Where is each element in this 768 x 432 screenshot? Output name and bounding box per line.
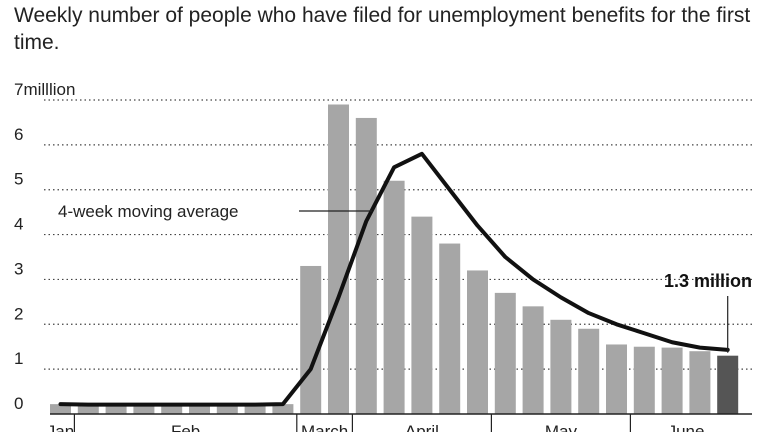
- moving-average-series: [58, 151, 730, 407]
- y-tick-label: 0: [14, 394, 23, 413]
- bar: [467, 270, 488, 414]
- last-value-label: 1.3 million: [664, 271, 752, 291]
- bar: [105, 404, 127, 414]
- bar: [717, 355, 739, 414]
- y-tick-label: 1: [14, 349, 23, 368]
- month-label: April: [405, 422, 439, 432]
- bar: [272, 404, 294, 414]
- annotations: 4-week moving average 1.3 million: [58, 202, 752, 353]
- bar: [300, 265, 322, 414]
- bar: [328, 104, 349, 414]
- bar: [578, 328, 600, 414]
- moving-average-label: 4-week moving average: [58, 202, 238, 221]
- moving-average-line: [58, 151, 730, 407]
- bar: [161, 405, 183, 414]
- bars: [50, 104, 739, 414]
- bar: [689, 351, 711, 414]
- y-tick-label: 3: [14, 259, 23, 278]
- y-tick-label: 7milllion: [14, 80, 75, 99]
- x-axis: Jan Feb March April May June: [47, 413, 752, 432]
- bar: [244, 404, 266, 414]
- y-tick-label: 6: [14, 125, 23, 144]
- bar: [189, 404, 210, 414]
- bar: [550, 319, 572, 414]
- bar: [661, 347, 683, 414]
- month-label: March: [301, 422, 348, 432]
- month-label: June: [668, 422, 705, 432]
- bar: [383, 180, 405, 414]
- bar: [77, 405, 99, 414]
- bar: [494, 292, 516, 414]
- bar: [50, 404, 71, 414]
- month-label: Feb: [171, 422, 200, 432]
- bar: [606, 344, 627, 414]
- bar: [355, 117, 377, 414]
- bar: [411, 216, 433, 414]
- bar: [133, 405, 155, 414]
- bar: [633, 346, 655, 414]
- bar: [216, 404, 238, 414]
- y-tick-label: 5: [14, 170, 23, 189]
- bar: [522, 306, 544, 414]
- month-label: Jan: [47, 422, 74, 432]
- bar: [439, 243, 461, 414]
- chart-title: Weekly number of people who have filed f…: [14, 4, 751, 54]
- y-tick-label: 2: [14, 304, 23, 323]
- y-tick-labels: 7milllion 6 5 4 3 2 1 0: [14, 80, 75, 413]
- y-tick-label: 4: [14, 215, 23, 234]
- month-label: May: [545, 422, 578, 432]
